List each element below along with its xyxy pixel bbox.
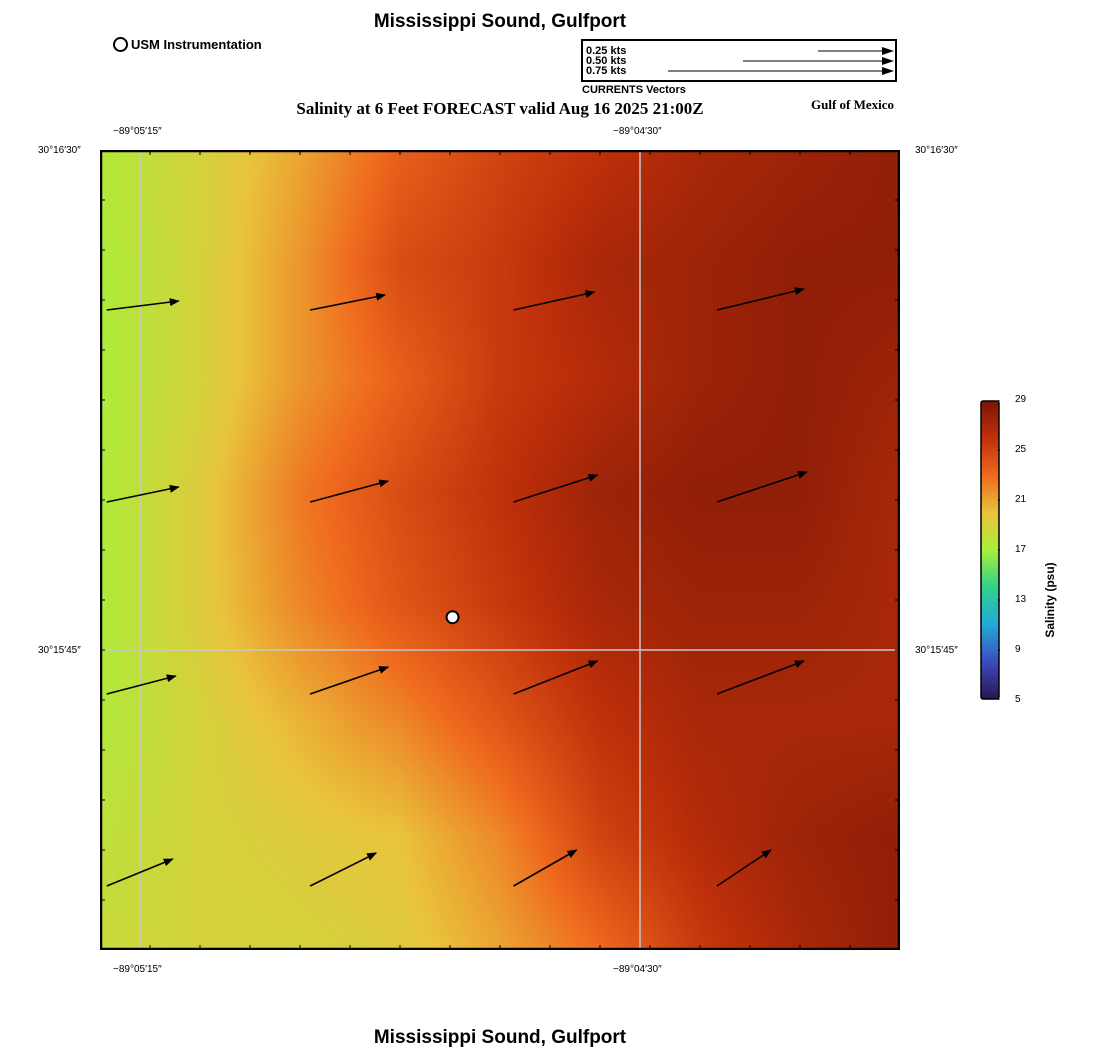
map-overlay	[100, 150, 900, 950]
lon-label-bottom-1: −89°05′15″	[113, 964, 162, 975]
colorbar-bar	[980, 400, 1000, 700]
colorbar-tick-25: 25	[1015, 444, 1027, 455]
current-vector-1	[106, 298, 180, 311]
lon-label-bottom-2: −89°04′30″	[613, 964, 662, 975]
lat-label-left-1: 30°16′30″	[38, 145, 81, 156]
station-marker-icon	[113, 37, 128, 52]
vector-legend-caption: CURRENTS Vectors	[582, 84, 686, 96]
colorbar-gradient	[980, 400, 1000, 700]
region-label: Gulf of Mexico	[811, 97, 895, 112]
lat-label-left-2: 30°15′45″	[38, 645, 81, 656]
map-title-top: Mississippi Sound, Gulfport	[373, 11, 627, 32]
colorbar-tick-17: 17	[1015, 544, 1027, 555]
current-vector-8	[716, 471, 808, 503]
lon-label-top-2: −89°04′30″	[613, 126, 662, 137]
current-vector-13	[106, 858, 174, 887]
vector-scale-legend: 0.25 kts 0.50 kts 0.75 kts	[581, 39, 897, 82]
salinity-map[interactable]	[100, 150, 900, 950]
colorbar-tick-13: 13	[1015, 594, 1027, 605]
forecast-subtitle: Salinity at 6 Feet FORECAST valid Aug 16…	[296, 99, 704, 118]
salinity-colorbar	[980, 400, 1000, 700]
current-vector-3	[513, 290, 596, 311]
current-vector-4	[716, 287, 805, 311]
map-title-bottom: Mississippi Sound, Gulfport	[373, 1027, 627, 1048]
current-vector-12	[716, 660, 805, 695]
lat-label-right-2: 30°15′45″	[915, 645, 958, 656]
lon-label-top-1: −89°05′15″	[113, 126, 162, 137]
colorbar-tick-29: 29	[1015, 394, 1027, 405]
current-vector-6	[309, 479, 390, 503]
vector-scale-label-2: 0.50 kts	[586, 55, 627, 67]
colorbar-title: Salinity (psu)	[1043, 562, 1057, 638]
current-vector-14	[309, 852, 378, 887]
current-vector-11	[513, 660, 599, 695]
station-marker	[445, 610, 460, 625]
colorbar-tick-9: 9	[1015, 644, 1021, 655]
map-border	[100, 150, 900, 950]
station-legend: USM Instrumentation	[113, 37, 262, 52]
vector-scale-label-3: 0.75 kts	[586, 65, 627, 77]
colorbar-tick-5: 5	[1015, 694, 1021, 705]
vector-scale-arrows	[668, 47, 894, 75]
lat-label-right-1: 30°16′30″	[915, 145, 958, 156]
current-vector-7	[513, 473, 599, 503]
current-vector-10	[309, 666, 390, 695]
current-vector-2	[310, 292, 387, 311]
current-vector-5	[106, 484, 180, 503]
current-vector-15	[513, 849, 578, 887]
salinity-field	[100, 150, 900, 950]
vector-scale-label-1: 0.25 kts	[586, 45, 627, 57]
current-vector-9	[106, 674, 177, 695]
station-legend-label: USM Instrumentation	[131, 37, 262, 52]
colorbar-tick-21: 21	[1015, 494, 1027, 505]
current-vector-16	[716, 849, 772, 887]
